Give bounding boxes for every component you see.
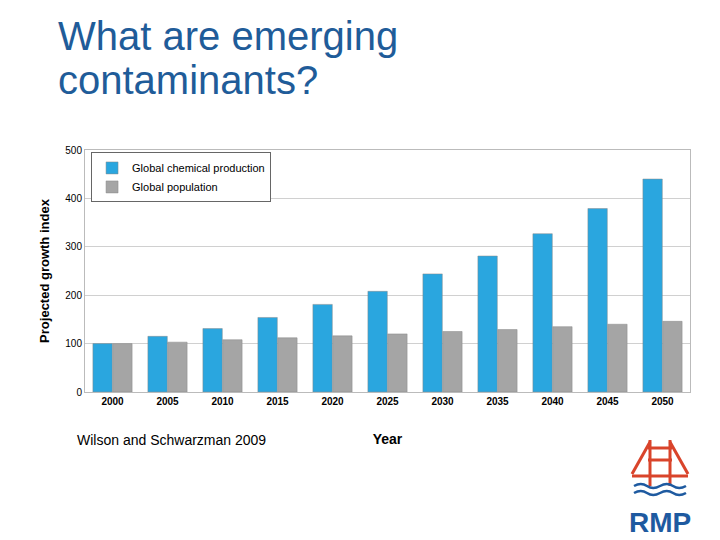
svg-text:300: 300 (65, 241, 82, 252)
svg-text:2035: 2035 (486, 396, 509, 407)
svg-text:400: 400 (65, 193, 82, 204)
svg-text:RMP: RMP (629, 507, 691, 538)
svg-text:2030: 2030 (431, 396, 454, 407)
svg-text:2010: 2010 (211, 396, 234, 407)
svg-text:2020: 2020 (321, 396, 344, 407)
svg-text:2000: 2000 (101, 396, 124, 407)
svg-text:2050: 2050 (651, 396, 674, 407)
svg-text:Global chemical production: Global chemical production (132, 162, 265, 174)
svg-text:100: 100 (65, 338, 82, 349)
svg-text:2045: 2045 (596, 396, 619, 407)
svg-text:2015: 2015 (266, 396, 289, 407)
svg-text:200: 200 (65, 290, 82, 301)
html-text:What are emerging contaminants: What are emerging contaminants? (58, 14, 399, 102)
svg-text:Wilson and Schwarzman 2009: Wilson and Schwarzman 2009 (77, 432, 266, 448)
svg-text:2005: 2005 (156, 396, 179, 407)
svg-text:2040: 2040 (541, 396, 564, 407)
svg-text:Global population: Global population (132, 181, 218, 193)
svg-text:Year: Year (373, 431, 403, 447)
svg-text:500: 500 (65, 145, 82, 156)
svg-text:2025: 2025 (376, 396, 399, 407)
svg-text:Projected growth index: Projected growth index (37, 198, 52, 343)
svg-text:0: 0 (76, 387, 82, 398)
